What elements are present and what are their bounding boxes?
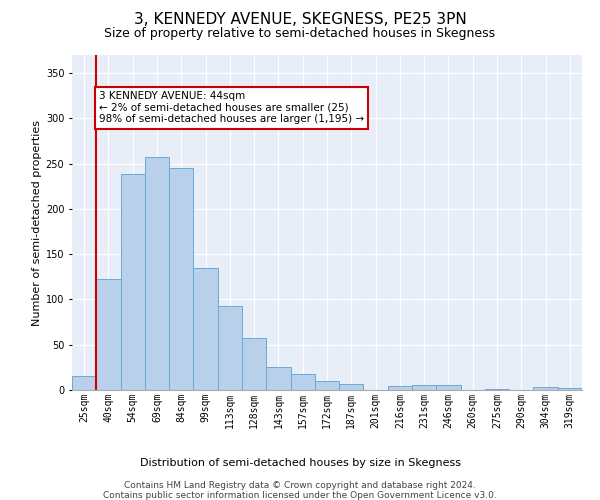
Bar: [121, 174, 145, 390]
Text: 3, KENNEDY AVENUE, SKEGNESS, PE25 3PN: 3, KENNEDY AVENUE, SKEGNESS, PE25 3PN: [134, 12, 466, 28]
Bar: [339, 384, 364, 390]
Bar: [533, 388, 558, 390]
Text: Contains public sector information licensed under the Open Government Licence v3: Contains public sector information licen…: [103, 491, 497, 500]
Bar: [412, 386, 436, 390]
Text: 3 KENNEDY AVENUE: 44sqm
← 2% of semi-detached houses are smaller (25)
98% of sem: 3 KENNEDY AVENUE: 44sqm ← 2% of semi-det…: [99, 91, 364, 124]
Bar: [315, 381, 339, 390]
Bar: [145, 158, 169, 390]
Bar: [218, 306, 242, 390]
Bar: [72, 376, 96, 390]
Text: Contains HM Land Registry data © Crown copyright and database right 2024.: Contains HM Land Registry data © Crown c…: [124, 481, 476, 490]
Bar: [242, 338, 266, 390]
Bar: [193, 268, 218, 390]
Bar: [485, 389, 509, 390]
Bar: [558, 388, 582, 390]
Bar: [169, 168, 193, 390]
Bar: [436, 386, 461, 390]
Text: Size of property relative to semi-detached houses in Skegness: Size of property relative to semi-detach…: [104, 28, 496, 40]
Bar: [290, 374, 315, 390]
Bar: [96, 278, 121, 390]
Text: Distribution of semi-detached houses by size in Skegness: Distribution of semi-detached houses by …: [139, 458, 461, 468]
Y-axis label: Number of semi-detached properties: Number of semi-detached properties: [32, 120, 41, 326]
Bar: [388, 386, 412, 390]
Bar: [266, 368, 290, 390]
